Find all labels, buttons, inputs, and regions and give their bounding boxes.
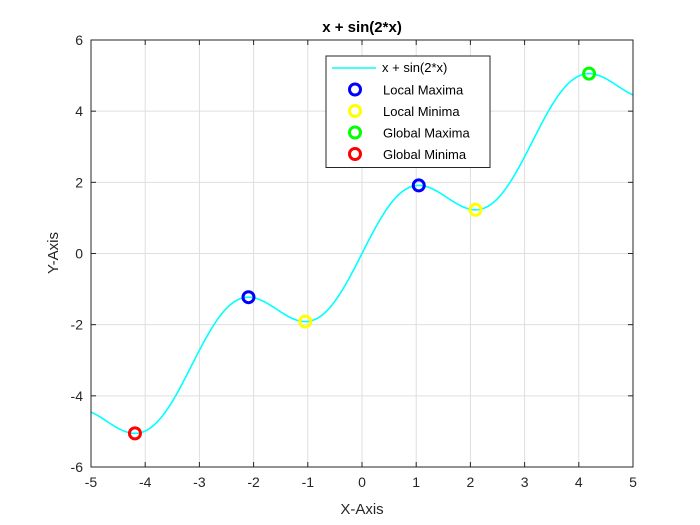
y-tick-label: 0 [75, 246, 83, 262]
x-tick-label: 4 [575, 474, 583, 490]
marker-layer [127, 66, 597, 441]
legend-entry-label: Local Minima [383, 104, 460, 119]
y-tick-label: -4 [71, 388, 84, 404]
x-tick-label: 2 [467, 474, 475, 490]
legend-entry-label: Local Maxima [383, 83, 464, 98]
x-tick-label: 5 [629, 474, 637, 490]
x-tick-label: -4 [139, 474, 152, 490]
y-tick-label: -6 [71, 459, 84, 475]
x-axis-title: X-Axis [340, 501, 383, 518]
curve-layer [90, 72, 634, 435]
ticks: -5 -4 -3 -2 -1 0 1 2 3 4 5 -6 -4 -2 0 2 4 6 [71, 32, 638, 490]
x-tick-label: -1 [302, 474, 315, 490]
x-tick-label: -3 [193, 474, 206, 490]
global-minima-point [127, 426, 142, 441]
legend-entry-label: Global Minima [383, 147, 467, 162]
legend-marker-swatch [348, 104, 362, 118]
global-maxima-point [582, 66, 597, 81]
legend-marker-swatch [348, 82, 362, 97]
y-tick-label: 2 [75, 174, 83, 190]
x-tick-label: -5 [85, 474, 98, 490]
legend-marker-swatch [348, 125, 362, 140]
x-tick-label: 0 [358, 474, 366, 490]
chart-title: x + sin(2*x) [322, 19, 402, 36]
legend: x + sin(2*x) Local Maxima Local Minima Glob… [325, 55, 491, 168]
y-tick-label: 4 [75, 103, 83, 119]
local-maxima-point [241, 290, 256, 305]
y-axis-title: Y-Axis [45, 232, 62, 274]
legend-entry-label: x + sin(2*x) [382, 60, 447, 75]
y-tick-label: -2 [71, 317, 84, 333]
x-tick-label: -2 [247, 474, 260, 490]
x-tick-label: 1 [412, 474, 420, 490]
y-tick-label: 6 [75, 32, 83, 48]
local-maxima-point [411, 178, 426, 193]
x-tick-label: 3 [521, 474, 529, 490]
local-minima-point [298, 314, 313, 329]
legend-entry-label: Global Maxima [383, 126, 470, 141]
series-line [90, 72, 634, 435]
legend-marker-swatch [348, 147, 362, 161]
local-minima-point [468, 202, 483, 217]
